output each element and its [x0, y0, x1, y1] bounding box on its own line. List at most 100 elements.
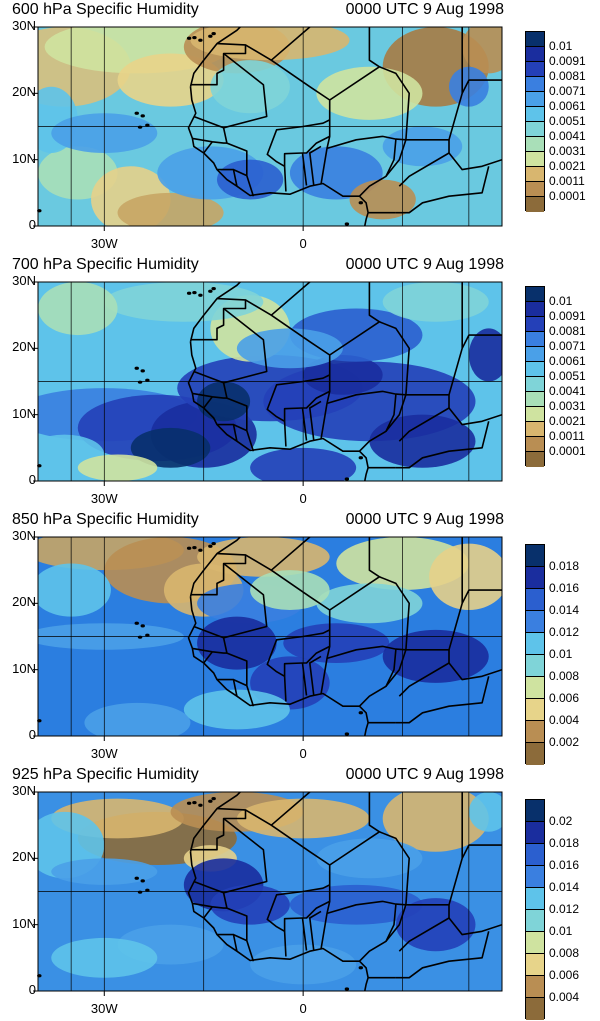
island	[192, 291, 197, 295]
humidity-region	[197, 381, 251, 422]
border-line	[233, 423, 248, 432]
colorbar-box	[526, 998, 544, 1020]
island	[208, 34, 213, 38]
island	[344, 222, 350, 226]
island	[344, 477, 350, 481]
colorbar-label: 0.0021	[549, 159, 586, 173]
island	[134, 111, 139, 115]
y-axis-label: 10N	[12, 405, 36, 421]
island	[186, 291, 192, 295]
colorbar-label: 0.0071	[549, 339, 586, 353]
panel-title: 600 hPa Specific Humidity	[12, 1, 199, 18]
colorbar-label: 0.0031	[549, 399, 586, 413]
colorbar-box	[526, 137, 544, 152]
colorbar-box	[526, 655, 544, 677]
country-borders	[187, 27, 502, 226]
humidity-map	[33, 536, 503, 741]
border-line	[326, 135, 397, 197]
colorbar-label: 0.0091	[549, 309, 586, 323]
island	[137, 380, 143, 384]
panel-date: 0000 UTC 9 Aug 1998	[345, 511, 504, 528]
country-borders	[187, 537, 502, 736]
humidity-region	[38, 563, 111, 617]
colorbar-box	[526, 699, 544, 721]
border-line	[203, 651, 213, 664]
border-line	[395, 421, 490, 469]
gridlines	[38, 27, 502, 226]
island	[137, 125, 143, 129]
colorbar-box	[526, 317, 544, 332]
coastline	[189, 537, 242, 597]
humidity-region	[104, 282, 264, 322]
border-line	[326, 390, 397, 452]
colorbar-label: 0.0031	[549, 144, 586, 158]
border-line	[245, 299, 331, 447]
island	[186, 801, 192, 805]
border-line	[245, 44, 331, 192]
colorbar-box	[526, 392, 544, 407]
island	[208, 799, 213, 803]
island	[198, 548, 203, 552]
colorbar-label: 0.0051	[549, 114, 586, 128]
border-line	[448, 152, 502, 171]
border-line	[461, 589, 502, 604]
x-axis-label: 30W	[90, 491, 118, 506]
map-frame	[37, 26, 503, 227]
colorbar	[525, 31, 545, 212]
colorbar-box	[526, 452, 544, 467]
island	[211, 542, 216, 546]
border-line	[192, 137, 227, 144]
border-line	[222, 892, 255, 962]
x-axis-label: 30W	[90, 746, 118, 761]
island	[344, 732, 350, 736]
border-line	[190, 552, 247, 596]
border-line	[270, 27, 312, 61]
gridlines	[38, 282, 502, 481]
coastline	[187, 341, 369, 481]
border-line	[448, 407, 502, 426]
border-line	[461, 844, 502, 859]
colorbar-box	[526, 721, 544, 743]
border-line	[329, 831, 410, 906]
humidity-region	[429, 543, 502, 610]
border-line	[368, 537, 380, 578]
colorbar-box	[526, 589, 544, 611]
colorbar-box	[526, 107, 544, 122]
humidity-region	[369, 414, 476, 468]
humidity-region	[190, 27, 350, 61]
colorbar-label: 0.01	[549, 924, 573, 938]
colorbar-box	[526, 362, 544, 377]
colorbar-label: 0.01	[549, 647, 573, 661]
humidity-panel: 700 hPa Specific Humidity 0000 UTC 9 Aug …	[0, 256, 600, 511]
colorbar-box	[526, 167, 544, 182]
border-line	[368, 282, 380, 323]
border-line	[233, 168, 248, 177]
border-line	[448, 662, 502, 681]
humidity-region	[84, 702, 191, 736]
panel-title: 925 hPa Specific Humidity	[12, 766, 199, 783]
border-line	[192, 902, 227, 909]
border-line	[309, 145, 322, 185]
border-line	[368, 27, 380, 68]
colorbar-label: 0.0001	[549, 189, 586, 203]
island	[358, 966, 364, 970]
border-line	[203, 141, 213, 154]
humidity-map	[33, 791, 503, 996]
island	[192, 546, 197, 550]
humidity-panel: 850 hPa Specific Humidity 0000 UTC 9 Aug …	[0, 511, 600, 766]
island	[140, 624, 145, 628]
border-line	[217, 678, 238, 697]
island	[192, 36, 197, 40]
colorbar-label: 0.002	[549, 735, 580, 749]
y-axis-label: 0	[28, 727, 36, 742]
panel-date: 0000 UTC 9 Aug 1998	[345, 256, 504, 273]
colorbar-box	[526, 422, 544, 437]
island	[134, 621, 139, 625]
y-axis-label: 10N	[12, 660, 36, 676]
colorbar-box	[526, 347, 544, 362]
colorbar-label: 0.008	[549, 946, 580, 960]
colorbar-box	[526, 567, 544, 589]
island	[186, 546, 192, 550]
border-line	[193, 307, 268, 384]
colorbar-box	[526, 437, 544, 452]
